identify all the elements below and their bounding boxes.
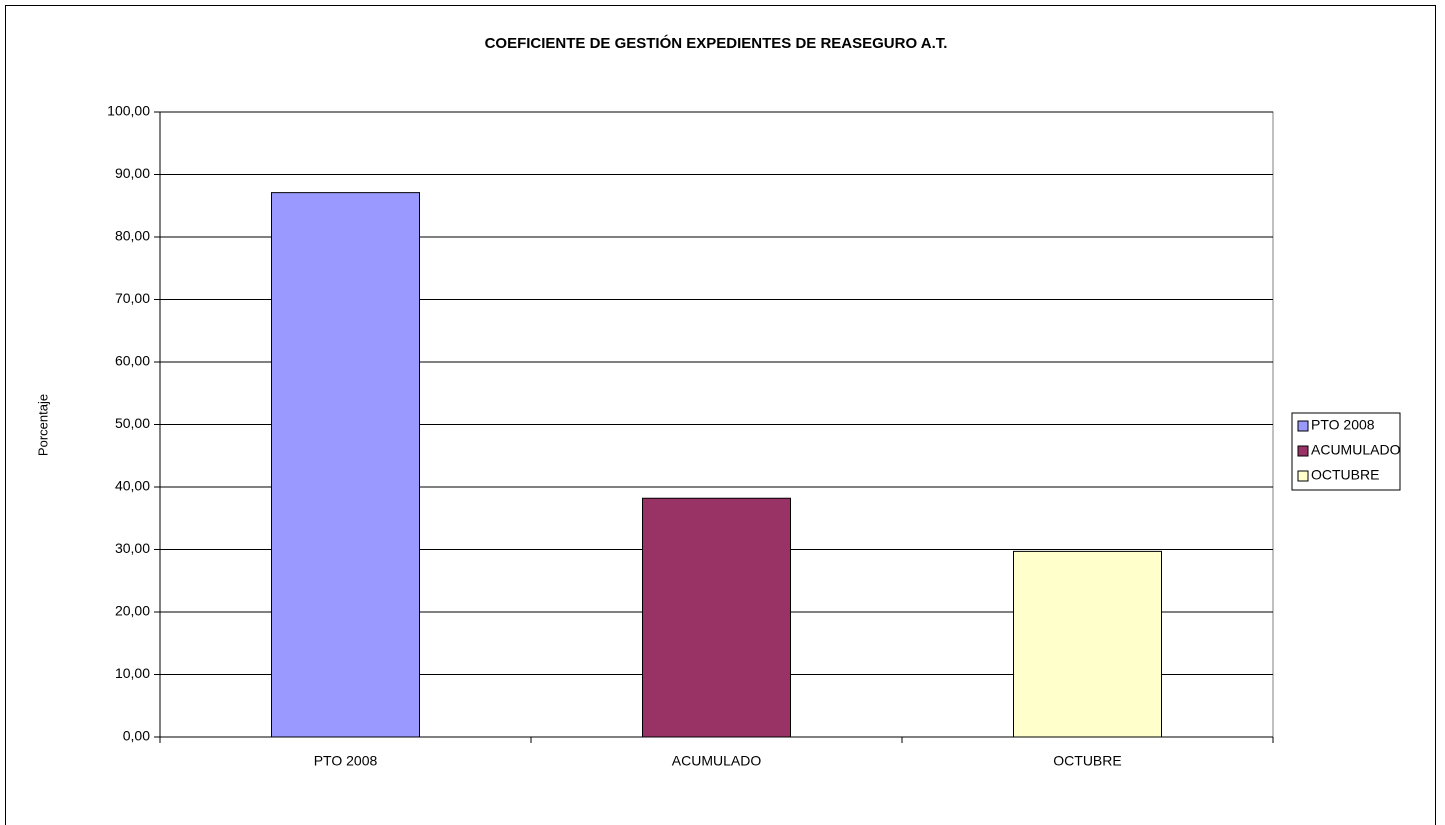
bar <box>642 497 791 738</box>
y-tick-label: 70,00 <box>115 290 150 306</box>
legend-label: PTO 2008 <box>1311 417 1375 433</box>
y-tick-label: 50,00 <box>115 415 150 431</box>
y-tick-label: 10,00 <box>115 665 150 681</box>
y-tick-label: 90,00 <box>115 165 150 181</box>
legend-label: OCTUBRE <box>1311 467 1379 483</box>
x-tick-label: PTO 2008 <box>314 753 378 769</box>
y-tick-label: 60,00 <box>115 353 150 369</box>
y-tick-label: 30,00 <box>115 540 150 556</box>
y-tick-label: 80,00 <box>115 228 150 244</box>
legend-box <box>1291 412 1401 491</box>
y-tick-label: 0,00 <box>123 728 150 744</box>
legend-swatch <box>1297 445 1309 457</box>
legend-label: ACUMULADO <box>1311 442 1401 458</box>
x-tick-label: OCTUBRE <box>1053 753 1121 769</box>
legend-swatch <box>1297 470 1309 482</box>
legend-swatch <box>1297 420 1309 432</box>
y-axis-label: Porcentaje <box>35 394 50 456</box>
bar <box>1013 550 1162 738</box>
y-tick-label: 100,00 <box>107 103 150 119</box>
y-tick-label: 40,00 <box>115 478 150 494</box>
bar <box>271 192 420 738</box>
chart-title: COEFICIENTE DE GESTIÓN EXPEDIENTES DE RE… <box>485 34 948 52</box>
x-tick-label: ACUMULADO <box>672 753 762 769</box>
y-tick-label: 20,00 <box>115 603 150 619</box>
